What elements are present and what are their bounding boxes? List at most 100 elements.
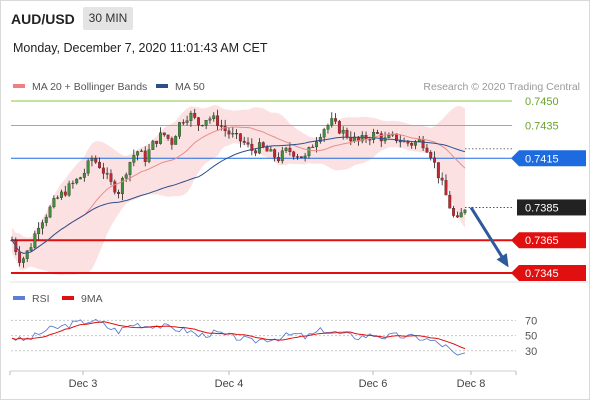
- candle-down: [398, 140, 402, 143]
- candle-down: [379, 133, 383, 142]
- last-price-tag: [517, 199, 586, 216]
- candle-down: [375, 132, 379, 134]
- candle-up: [29, 247, 33, 251]
- candle-down: [448, 194, 452, 209]
- legend-ma20: MA 20 + Bollinger Bands: [32, 81, 147, 93]
- legend-swatch-ma50: [156, 84, 168, 88]
- rsi-panel: RSI 9MA 70 50 30: [11, 293, 537, 358]
- candle-down: [155, 140, 159, 144]
- candle-up: [44, 216, 48, 223]
- candle-down: [219, 125, 223, 127]
- candle-down: [292, 151, 296, 157]
- timeframe-badge[interactable]: 30 MIN: [83, 7, 133, 30]
- candle-down: [216, 115, 220, 126]
- candle-down: [273, 149, 277, 158]
- candle-up: [151, 140, 155, 150]
- rsi-level-label: 50: [525, 331, 537, 343]
- candle-down: [436, 162, 440, 179]
- candle-down: [296, 156, 299, 158]
- candle-up: [326, 124, 330, 130]
- candle-down: [166, 134, 170, 139]
- ma50-line: [11, 136, 466, 254]
- candle-up: [208, 118, 212, 121]
- candle-up: [360, 135, 364, 142]
- last-price-label: 0.7385: [525, 202, 559, 214]
- candle-down: [334, 118, 338, 122]
- legend-9ma: 9MA: [81, 293, 103, 305]
- forecast-arrow: [469, 206, 509, 268]
- legend: MA 20 + Bollinger Bands MA 50 Research ©…: [13, 81, 580, 93]
- candle-down: [18, 251, 22, 263]
- candle-down: [395, 133, 398, 142]
- candle-down: [181, 122, 185, 124]
- candle-down: [109, 173, 113, 182]
- candle-up: [159, 132, 162, 144]
- candle-down: [265, 146, 269, 152]
- x-tick-label: Dec 6: [359, 378, 388, 390]
- bollinger-bands: [12, 105, 465, 276]
- x-tick-label: Dec 3: [69, 378, 98, 390]
- candle-down: [98, 162, 102, 169]
- candle-up: [147, 149, 151, 162]
- candle-down: [452, 207, 456, 216]
- candle-up: [231, 133, 235, 135]
- candle-down: [250, 143, 254, 151]
- candle-down: [254, 150, 258, 154]
- candle-up: [174, 136, 178, 145]
- candles: [10, 108, 467, 268]
- candle-down: [433, 157, 436, 163]
- candle-down: [94, 158, 98, 163]
- candle-up: [48, 206, 52, 218]
- ma20-line: [11, 126, 466, 254]
- x-axis: Dec 3 Dec 4 Dec 6 Dec 8: [9, 370, 517, 390]
- support-price-tag: [511, 264, 586, 281]
- candle-up: [124, 174, 128, 179]
- legend-ma50: MA 50: [175, 81, 205, 93]
- candle-up: [387, 135, 391, 138]
- candle-up: [33, 233, 37, 248]
- candle-down: [410, 143, 414, 146]
- candle-up: [372, 132, 376, 140]
- candle-up: [90, 158, 94, 161]
- candle-down: [277, 157, 280, 162]
- candle-down: [162, 132, 166, 136]
- candle-up: [303, 155, 307, 159]
- rsi-9ma-line: [11, 321, 466, 350]
- rsi-level-label: 70: [525, 315, 537, 327]
- target-level-label: 0.7435: [525, 121, 559, 133]
- candle-down: [101, 167, 105, 174]
- candle-up: [280, 150, 284, 162]
- candle-down: [345, 129, 349, 138]
- candle-down: [193, 112, 197, 118]
- candle-up: [21, 258, 25, 263]
- candle-up: [60, 191, 63, 198]
- candle-up: [67, 183, 71, 196]
- candle-up: [52, 198, 56, 208]
- candle-up: [269, 149, 273, 152]
- candle-up: [341, 129, 345, 134]
- rsi-line: [11, 318, 466, 356]
- candle-up: [330, 118, 334, 126]
- candle-up: [200, 125, 204, 127]
- candle-down: [143, 150, 147, 162]
- candle-down: [421, 139, 425, 149]
- candle-down: [117, 192, 121, 195]
- x-tick-label: Dec 4: [215, 378, 244, 390]
- candle-up: [311, 146, 315, 148]
- candle-down: [238, 133, 242, 142]
- support-level-label: 0.7345: [525, 268, 559, 280]
- candle-down: [246, 142, 250, 145]
- candle-up: [25, 250, 29, 259]
- candle-up: [322, 129, 326, 138]
- candle-down: [261, 142, 265, 148]
- candle-up: [41, 222, 44, 229]
- moving-averages: [11, 126, 466, 254]
- forecast-arrow-shaft: [469, 206, 509, 266]
- pivot-level-label: 0.7415: [525, 153, 559, 165]
- candle-up: [463, 209, 467, 213]
- candle-down: [440, 177, 444, 181]
- symbol-label: AUD/USD: [11, 11, 75, 27]
- candle-up: [136, 151, 140, 156]
- candle-up: [315, 141, 318, 148]
